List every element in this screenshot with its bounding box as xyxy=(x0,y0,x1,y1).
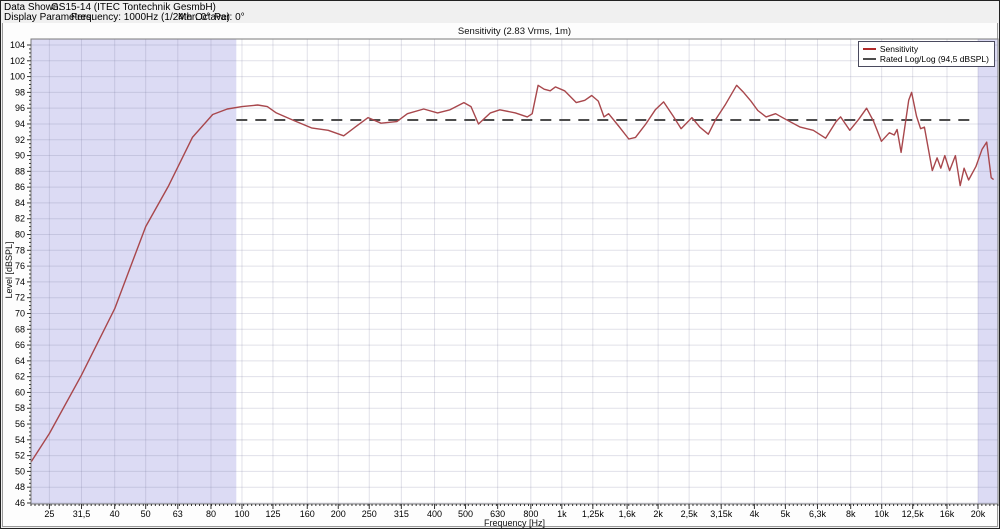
svg-text:250: 250 xyxy=(362,509,377,519)
svg-text:2k: 2k xyxy=(653,509,663,519)
svg-text:63: 63 xyxy=(173,509,183,519)
svg-text:100: 100 xyxy=(234,509,249,519)
svg-text:76: 76 xyxy=(15,261,25,271)
legend-item-rated: Rated Log/Log (94,5 dBSPL) xyxy=(862,54,989,64)
sensitivity-line-icon xyxy=(862,48,876,50)
display-params-frequency: Frequency: 1000Hz (1/24th Octave) xyxy=(71,12,230,23)
svg-text:54: 54 xyxy=(15,435,25,445)
legend-label-sensitivity: Sensitivity xyxy=(879,44,919,54)
legend-label-rated: Rated Log/Log (94,5 dBSPL) xyxy=(879,54,989,64)
svg-text:48: 48 xyxy=(15,482,25,492)
svg-text:3,15k: 3,15k xyxy=(710,509,733,519)
svg-text:68: 68 xyxy=(15,324,25,334)
svg-text:94: 94 xyxy=(15,119,25,129)
display-params-label: Display Parameters: xyxy=(4,12,95,23)
display-params-par: Par: 0° xyxy=(214,12,245,23)
chart-title: Sensitivity (2.83 Vrms, 1m) xyxy=(457,26,572,37)
svg-text:56: 56 xyxy=(15,419,25,429)
svg-text:2,5k: 2,5k xyxy=(681,509,699,519)
svg-text:84: 84 xyxy=(15,198,25,208)
svg-text:100: 100 xyxy=(10,72,25,82)
x-axis-title: Frequency [Hz] xyxy=(483,518,546,528)
svg-text:31,5: 31,5 xyxy=(73,509,91,519)
svg-text:80: 80 xyxy=(15,230,25,240)
svg-text:1,6k: 1,6k xyxy=(619,509,637,519)
svg-text:16k: 16k xyxy=(940,509,955,519)
svg-text:98: 98 xyxy=(15,87,25,97)
svg-text:80: 80 xyxy=(206,509,216,519)
display-params-mer: Mer: 0° xyxy=(178,12,211,23)
x-axis-ticks xyxy=(30,504,999,509)
grid-layer xyxy=(31,39,998,504)
svg-text:20k: 20k xyxy=(971,509,986,519)
svg-text:74: 74 xyxy=(15,277,25,287)
plot-frame xyxy=(30,38,999,505)
svg-text:400: 400 xyxy=(427,509,442,519)
svg-text:315: 315 xyxy=(394,509,409,519)
svg-text:4k: 4k xyxy=(750,509,760,519)
y-axis-ticks xyxy=(27,44,31,504)
sensitivity-curve xyxy=(30,84,994,462)
svg-text:10k: 10k xyxy=(874,509,889,519)
svg-text:40: 40 xyxy=(110,509,120,519)
svg-text:60: 60 xyxy=(15,387,25,397)
x-axis-tick-labels: 25 31,5 40 50 63 80 100 125 160 200 250 315 400 500 63… xyxy=(44,509,985,519)
svg-text:125: 125 xyxy=(265,509,280,519)
svg-text:86: 86 xyxy=(15,182,25,192)
svg-text:70: 70 xyxy=(15,308,25,318)
svg-text:50: 50 xyxy=(15,466,25,476)
y-axis-title: Level [dBSPL] xyxy=(4,241,14,299)
svg-text:82: 82 xyxy=(15,214,25,224)
svg-text:52: 52 xyxy=(15,451,25,461)
svg-text:66: 66 xyxy=(15,340,25,350)
svg-text:72: 72 xyxy=(15,293,25,303)
legend-item-sensitivity: Sensitivity xyxy=(862,44,989,54)
legend: Sensitivity Rated Log/Log (94,5 dBSPL) xyxy=(857,41,995,67)
svg-text:12,5k: 12,5k xyxy=(902,509,925,519)
svg-text:104: 104 xyxy=(10,40,25,50)
header-bar: Data Shown: GS15-14 (ITEC Tontechnik Ges… xyxy=(1,1,999,23)
svg-text:630: 630 xyxy=(490,509,505,519)
svg-text:96: 96 xyxy=(15,103,25,113)
svg-text:46: 46 xyxy=(15,498,25,508)
data-shown-label: Data Shown: xyxy=(4,2,62,13)
svg-text:102: 102 xyxy=(10,56,25,66)
svg-text:90: 90 xyxy=(15,151,25,161)
svg-text:8k: 8k xyxy=(846,509,856,519)
shaded-band-low xyxy=(31,39,237,504)
svg-text:64: 64 xyxy=(15,356,25,366)
svg-text:200: 200 xyxy=(331,509,346,519)
svg-text:78: 78 xyxy=(15,245,25,255)
svg-text:1,25k: 1,25k xyxy=(582,509,605,519)
shaded-band-high xyxy=(977,39,998,504)
svg-text:50: 50 xyxy=(141,509,151,519)
y-axis-tick-labels: 104 102 100 98 96 94 92 90 88 86 84 82 80 78 76 74 72 70 6… xyxy=(10,40,25,508)
svg-text:5k: 5k xyxy=(781,509,791,519)
data-shown-value: GS15-14 (ITEC Tontechnik GesmbH) xyxy=(51,2,216,13)
svg-text:62: 62 xyxy=(15,372,25,382)
svg-text:25: 25 xyxy=(44,509,54,519)
svg-text:800: 800 xyxy=(523,509,538,519)
svg-text:500: 500 xyxy=(458,509,473,519)
svg-text:6,3k: 6,3k xyxy=(809,509,827,519)
svg-text:92: 92 xyxy=(15,135,25,145)
rated-line-icon xyxy=(862,58,876,60)
svg-text:160: 160 xyxy=(300,509,315,519)
svg-text:88: 88 xyxy=(15,166,25,176)
svg-text:58: 58 xyxy=(15,403,25,413)
svg-text:1k: 1k xyxy=(557,509,567,519)
